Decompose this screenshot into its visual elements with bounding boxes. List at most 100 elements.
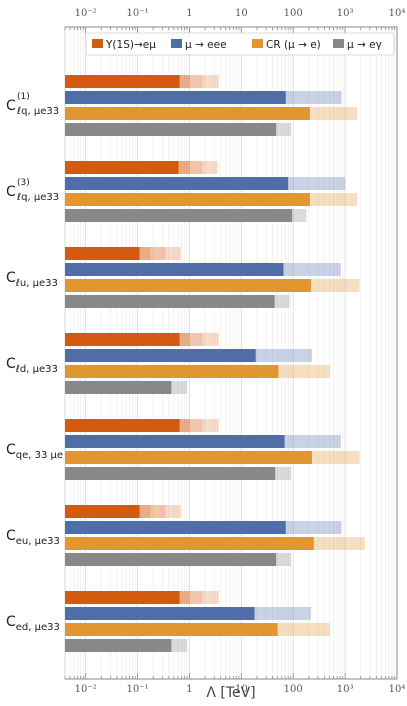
- bar-extension-upsilon: [179, 75, 190, 88]
- bar-extension-mu3e: [255, 349, 312, 362]
- bottom-tick-label: 1: [186, 684, 192, 695]
- legend-label-upsilon: Υ(1S)→eμ: [105, 39, 156, 51]
- bar-upsilon: [65, 333, 180, 346]
- bar-extension-cr: [313, 537, 365, 550]
- bar-extension-cr: [311, 451, 360, 464]
- bar-extension-cr: [310, 279, 360, 292]
- top-tick-label: 10⁻²: [75, 8, 97, 19]
- bar-cr: [65, 451, 312, 464]
- bar-mueg: [65, 467, 276, 480]
- legend-label-cr: CR (μ → e): [266, 39, 321, 51]
- bar-extension-upsilon: [189, 419, 203, 432]
- bar-mu3e: [65, 607, 255, 620]
- bar-mueg: [65, 123, 277, 136]
- bar-extension-upsilon: [150, 505, 166, 518]
- bar-upsilon: [65, 419, 180, 432]
- top-tick-label: 1: [186, 8, 192, 19]
- bar-extension-mu3e: [284, 435, 341, 448]
- legend-label-mu3e: μ → eee: [185, 39, 227, 51]
- bottom-tick-label: 100: [284, 684, 303, 695]
- bar-extension-mu3e: [288, 177, 346, 190]
- axis-ticks: 10⁻² 10⁻² 10⁻¹ 10⁻¹ 1 1 10 10 100 100 10³ 10³ 10⁴ 10⁴: [64, 8, 406, 695]
- row-label: Ced, μe33: [6, 614, 60, 633]
- bar-upsilon: [65, 591, 180, 604]
- bar-extension-upsilon: [202, 75, 219, 88]
- bar-mu3e: [65, 349, 256, 362]
- bar-extension-upsilon: [202, 591, 219, 604]
- top-tick-label: 10³: [337, 8, 354, 19]
- bar-mueg: [65, 553, 277, 566]
- bar-extension-upsilon: [202, 161, 218, 174]
- legend-box: [85, 32, 395, 56]
- bar-upsilon: [65, 75, 180, 88]
- bar-extension-upsilon: [202, 419, 219, 432]
- legend-swatch-upsilon: [92, 39, 103, 48]
- bar-extension-cr: [309, 107, 358, 120]
- legend-label-mueg: μ → eγ: [347, 39, 382, 51]
- bar-extension-upsilon: [189, 75, 203, 88]
- bottom-tick-label: 10⁴: [389, 684, 406, 695]
- row-label: Cqe, 33 μe: [6, 442, 63, 461]
- bar-extension-upsilon: [189, 161, 203, 174]
- row-label: C(1) ℓq, μe33: [6, 92, 59, 117]
- bar-mueg: [65, 639, 172, 652]
- bar-mu3e: [65, 177, 289, 190]
- bar-mueg: [65, 295, 275, 308]
- bar-cr: [65, 193, 310, 206]
- bar-extension-upsilon: [165, 247, 181, 260]
- bar-extension-mueg: [276, 553, 291, 566]
- bar-cr: [65, 623, 278, 636]
- bar-extension-upsilon: [139, 505, 151, 518]
- bottom-tick-label: 10: [235, 684, 248, 695]
- bar-mu3e: [65, 263, 284, 276]
- bar-extension-upsilon: [150, 247, 166, 260]
- bar-extension-upsilon: [202, 333, 219, 346]
- bar-extension-mu3e: [285, 521, 342, 534]
- bottom-tick-label: 10⁻²: [75, 684, 97, 695]
- bar-extension-mu3e: [254, 607, 311, 620]
- row-label: Cℓu, μe33: [6, 270, 58, 289]
- top-tick-label: 100: [284, 8, 303, 19]
- bar-extension-upsilon: [139, 247, 151, 260]
- bar-cr: [65, 107, 310, 120]
- top-tick-label: 10: [235, 8, 248, 19]
- top-tick-label: 10⁴: [389, 8, 406, 19]
- bar-extension-upsilon: [179, 419, 190, 432]
- bar-cr: [65, 537, 314, 550]
- bar-extension-mueg: [171, 381, 188, 394]
- row-label: C(3) ℓq, μe33: [6, 178, 59, 203]
- bar-extension-mu3e: [285, 91, 342, 104]
- legend-swatch-cr: [252, 39, 263, 48]
- bar-extension-cr: [277, 623, 330, 636]
- bar-mueg: [65, 209, 293, 222]
- bar-extension-upsilon: [165, 505, 181, 518]
- row-label: Ceu, μe33: [6, 528, 60, 547]
- bar-extension-upsilon: [179, 333, 190, 346]
- bottom-tick-label: 10³: [337, 684, 354, 695]
- bar-mu3e: [65, 91, 286, 104]
- legend-swatch-mu3e: [171, 39, 182, 48]
- bar-mu3e: [65, 435, 285, 448]
- legend-swatch-mueg: [333, 39, 344, 48]
- bars: [65, 75, 365, 652]
- bar-upsilon: [65, 161, 179, 174]
- bar-cr: [65, 365, 279, 378]
- bar-mu3e: [65, 521, 286, 534]
- bottom-tick-label: 10⁻¹: [127, 684, 149, 695]
- bar-extension-cr: [278, 365, 330, 378]
- x-axis-label: Λ [TeV]: [206, 685, 255, 701]
- bar-extension-mu3e: [283, 263, 341, 276]
- bar-extension-upsilon: [189, 333, 203, 346]
- bar-upsilon: [65, 505, 140, 518]
- bar-extension-upsilon: [178, 161, 190, 174]
- row-labels: C(1) ℓq, μe33 C(3) ℓq, μe33 Cℓu, μe33 Cℓd, μe…: [6, 92, 63, 633]
- bar-extension-mueg: [276, 123, 291, 136]
- bar-extension-upsilon: [189, 591, 203, 604]
- legend: Υ(1S)→eμ μ → eee CR (μ → e) μ → eγ: [85, 32, 395, 56]
- bar-extension-mueg: [292, 209, 307, 222]
- bar-upsilon: [65, 247, 140, 260]
- top-tick-label: 10⁻¹: [127, 8, 149, 19]
- bar-extension-cr: [309, 193, 358, 206]
- bar-extension-mueg: [274, 295, 290, 308]
